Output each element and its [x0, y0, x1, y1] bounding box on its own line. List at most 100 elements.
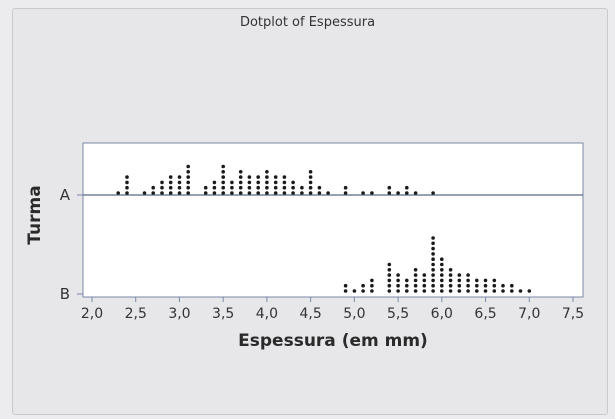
dot-a: [177, 180, 182, 185]
dot-b: [440, 273, 444, 277]
category-label-b: B: [60, 285, 70, 303]
dot-a: [256, 180, 261, 185]
dot-a: [308, 170, 313, 174]
dot-a: [343, 185, 348, 190]
dot-a: [186, 180, 190, 185]
dot-b: [361, 289, 365, 293]
dot-a: [265, 180, 269, 185]
dot-b: [431, 257, 435, 262]
dot-b: [440, 278, 444, 283]
dot-b: [361, 283, 365, 288]
dot-a: [326, 191, 330, 195]
dot-a: [238, 175, 243, 179]
category-axis: AB: [60, 186, 83, 303]
dot-a: [142, 191, 147, 195]
dot-a: [343, 191, 348, 195]
dot-b: [448, 289, 453, 293]
dot-a: [238, 191, 243, 195]
dot-b: [475, 278, 479, 283]
dot-a: [186, 175, 190, 179]
dot-a: [256, 175, 261, 179]
dot-b: [413, 289, 418, 293]
dot-a: [230, 180, 234, 185]
dot-a: [247, 191, 252, 195]
dot-a: [212, 185, 217, 190]
chart-title: Dotplot of Espessura: [239, 15, 376, 30]
dot-a: [125, 180, 129, 185]
dot-a: [265, 191, 269, 195]
dot-b: [431, 283, 435, 288]
dot-a: [186, 164, 190, 169]
dot-a: [265, 170, 269, 174]
dot-a: [221, 175, 225, 179]
dot-a: [405, 185, 409, 190]
dot-a: [308, 191, 313, 195]
dot-a: [247, 175, 252, 179]
dot-a: [160, 180, 164, 185]
dot-b: [501, 289, 505, 293]
dot-a: [221, 180, 225, 185]
dot-b: [440, 289, 444, 293]
dot-a: [300, 185, 304, 190]
dot-b: [440, 268, 444, 272]
dot-b: [431, 278, 435, 283]
dot-b: [457, 289, 462, 293]
dot-b: [387, 283, 392, 288]
dot-a: [265, 175, 269, 179]
x-tick-label: 5,0: [343, 306, 365, 322]
dot-b: [422, 289, 427, 293]
dot-b: [352, 289, 357, 293]
dot-a: [168, 191, 173, 195]
dot-b: [440, 283, 444, 288]
dot-b: [387, 273, 392, 277]
dot-a: [230, 191, 234, 195]
dot-a: [212, 180, 217, 185]
x-axis: 2,0 2,5 3,0 3,5 4,0 4,5 5,0 5,5 6,0 6,5 7,0 7,5: [81, 297, 584, 322]
dot-a: [361, 191, 365, 195]
dot-a: [238, 185, 243, 190]
dot-b: [466, 273, 470, 277]
panel-a: [82, 142, 584, 196]
dot-b: [370, 289, 374, 293]
dot-a: [221, 164, 225, 169]
dot-a: [125, 191, 129, 195]
x-tick-label: 7,0: [518, 306, 540, 322]
plot-panels: [82, 142, 584, 298]
dot-a: [247, 185, 252, 190]
dot-a: [186, 170, 190, 174]
dot-b: [510, 289, 514, 293]
dot-a: [168, 185, 173, 190]
dot-b: [492, 278, 497, 283]
dot-b: [431, 252, 435, 256]
dot-marks: [116, 164, 532, 293]
dot-a: [177, 175, 182, 179]
dot-b: [431, 289, 435, 293]
dot-a: [186, 185, 190, 190]
dot-b: [343, 283, 348, 288]
dot-b: [492, 289, 497, 293]
dot-b: [343, 289, 348, 293]
dot-b: [483, 283, 488, 288]
dot-a: [221, 170, 225, 174]
dot-a: [256, 191, 261, 195]
x-tick-label: 5,5: [387, 306, 409, 322]
dot-b: [431, 236, 435, 240]
dot-b: [483, 289, 488, 293]
dot-b: [448, 273, 453, 277]
dot-b: [431, 268, 435, 272]
dot-a: [247, 180, 252, 185]
dot-b: [387, 289, 392, 293]
dot-b: [448, 268, 453, 272]
dot-b: [466, 289, 470, 293]
dot-a: [265, 185, 269, 190]
dot-a: [405, 191, 409, 195]
dot-a: [160, 191, 164, 195]
dot-b: [457, 278, 462, 283]
dot-a: [282, 175, 287, 179]
dot-a: [203, 191, 208, 195]
dot-a: [116, 191, 120, 195]
dot-a: [125, 185, 129, 190]
dot-a: [151, 191, 155, 195]
dot-a: [291, 185, 295, 190]
